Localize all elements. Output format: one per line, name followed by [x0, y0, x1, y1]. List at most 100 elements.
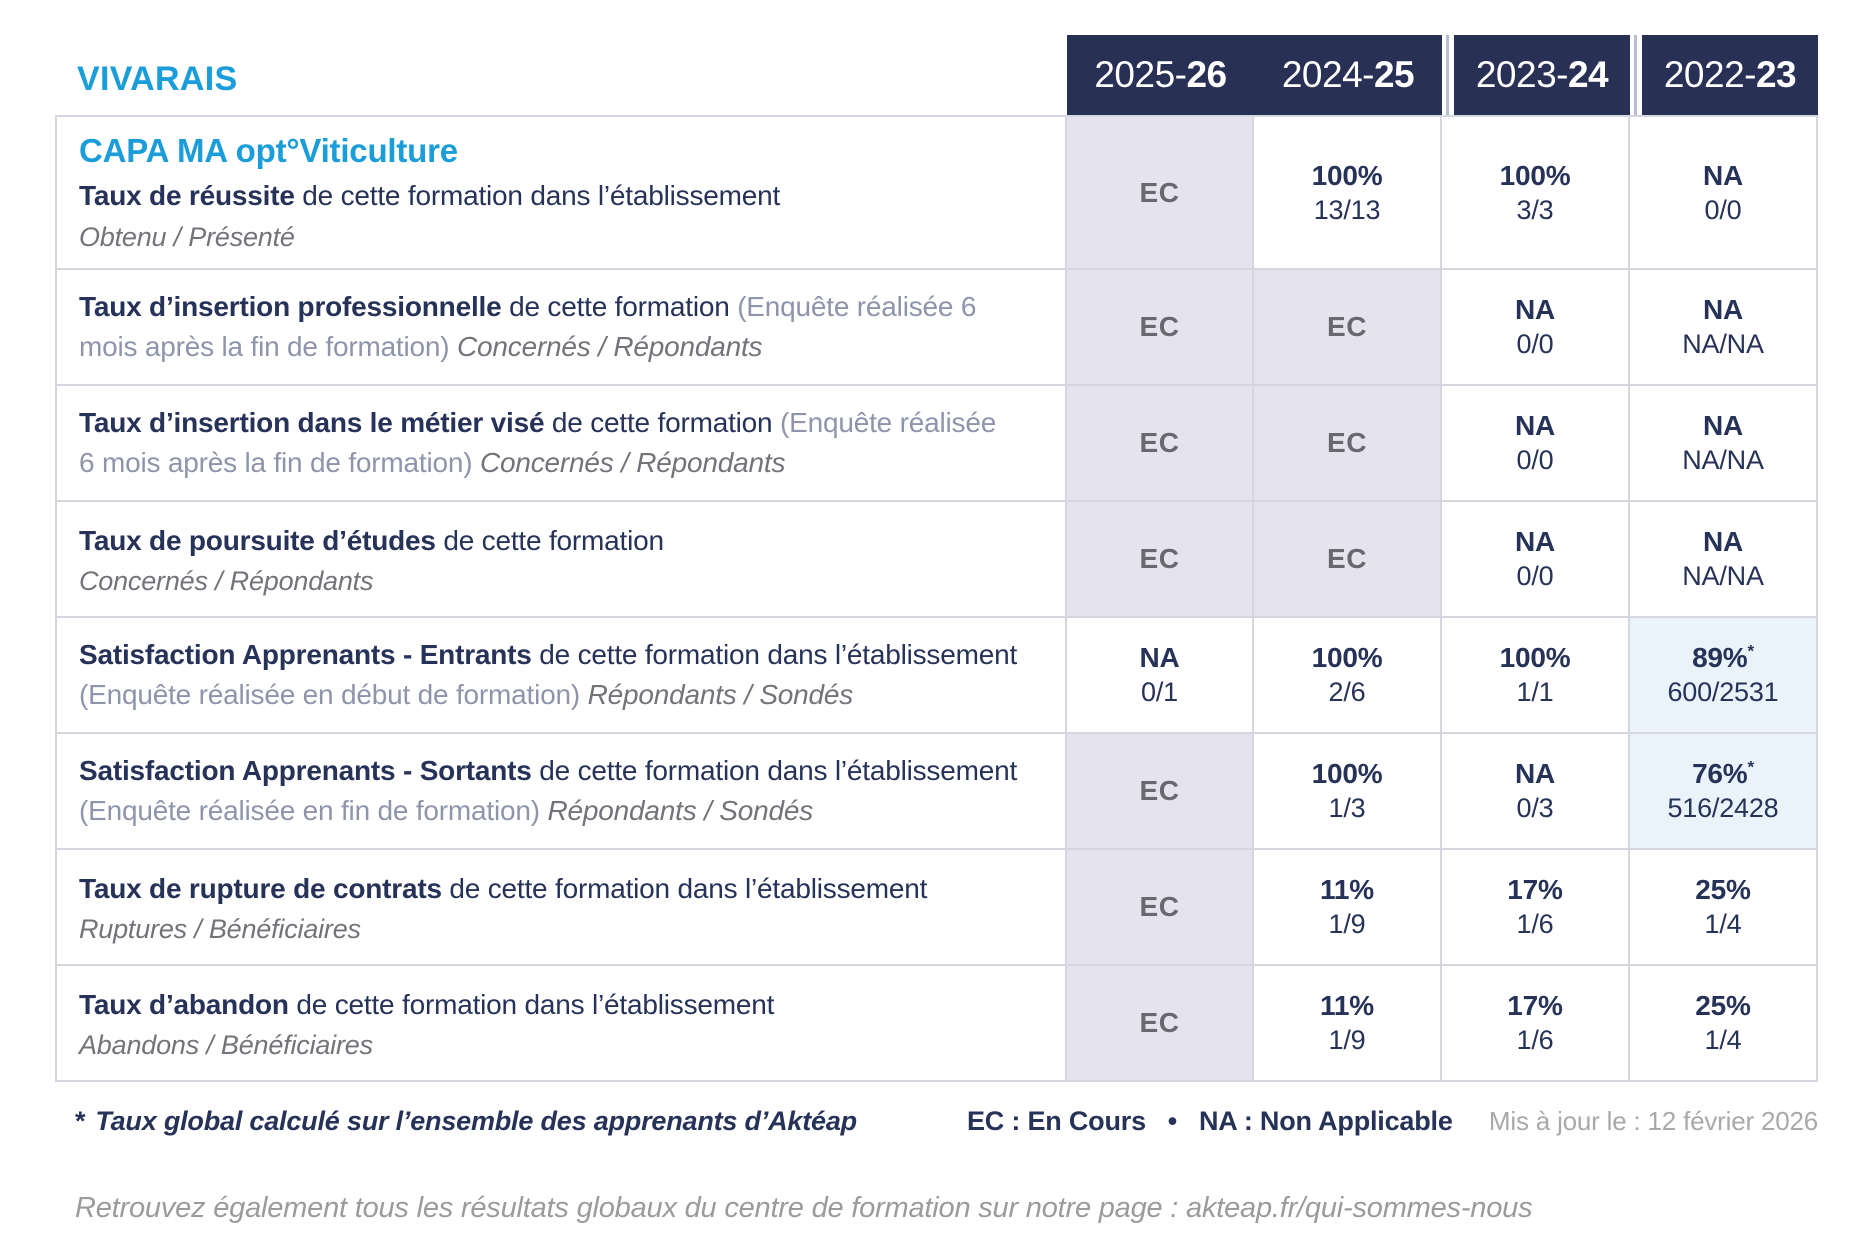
brand-title: VIVARAIS	[77, 60, 238, 98]
cell-fraction: 0/3	[1516, 793, 1554, 823]
cell-fraction: 0/1	[1141, 677, 1178, 707]
metric-text: Taux d’insertion dans le métier visé de …	[79, 403, 1019, 483]
metric-title: Taux de poursuite d’études	[79, 524, 436, 556]
year-header-2025-26: 2025- 26	[1067, 35, 1254, 115]
cell-fraction: 0/0	[1516, 445, 1554, 475]
cell-fraction: 1/3	[1328, 793, 1366, 823]
value-cell: 76%* 516/2428	[1630, 734, 1818, 850]
cell-value: 17%	[1507, 990, 1563, 1021]
cell-value: EC	[1139, 775, 1180, 806]
value-cell: 100% 1/3	[1254, 734, 1442, 850]
metric-subtitle-inline: Répondants / Sondés	[587, 679, 854, 710]
metric-text: Taux de rupture de contrats de cette for…	[79, 869, 1019, 909]
program-title: CAPA MA opt°Viticulture	[79, 132, 458, 170]
cell-value: 100%	[1311, 642, 1383, 673]
value-cell: EC	[1067, 115, 1254, 270]
metric-description: de cette formation dans l’établissement	[441, 872, 928, 904]
cell-fraction: 0/0	[1704, 194, 1742, 225]
year-header-2022-23: 2022- 23	[1630, 35, 1818, 115]
value-cell: NA 0/0	[1442, 386, 1630, 502]
cell-value: 25%	[1695, 990, 1751, 1021]
metric-title: Taux d’insertion professionnelle	[79, 291, 502, 323]
cell-fraction: 1/4	[1704, 909, 1742, 939]
cell-fraction: 0/0	[1516, 329, 1554, 359]
value-cell: EC	[1067, 386, 1254, 502]
metric-subtitle-inline: Concernés / Répondants	[457, 331, 763, 362]
metric-note: (Enquête réalisée 6 mois après la fin de…	[79, 407, 997, 478]
cell-value: EC	[1139, 427, 1180, 458]
value-cell: EC	[1254, 270, 1442, 386]
row-label: Taux d’insertion dans le métier visé de …	[55, 386, 1067, 502]
value-cell: NA 0/0	[1630, 115, 1818, 270]
cell-fraction: 1/9	[1328, 1025, 1366, 1055]
cell-value: NA	[1514, 526, 1556, 557]
metric-text: Taux de réussite de cette formation dans…	[79, 176, 1019, 216]
table-corner: VIVARAIS	[55, 35, 1067, 115]
cell-value: 76%*	[1692, 757, 1755, 789]
cell-fraction: 600/2531	[1667, 677, 1779, 707]
cell-fraction: NA/NA	[1682, 561, 1764, 591]
value-cell: EC	[1067, 734, 1254, 850]
value-cell: 100% 2/6	[1254, 618, 1442, 734]
cell-fraction: 1/6	[1516, 909, 1554, 939]
cell-value: EC	[1139, 891, 1180, 922]
value-cell: 100% 1/1	[1442, 618, 1630, 734]
metric-subtitle: Concernés / Répondants	[79, 566, 374, 597]
metric-description: de cette formation	[501, 291, 738, 323]
row-label: CAPA MA opt°Viticulture Taux de réussite…	[55, 115, 1067, 270]
cell-value: 11%	[1320, 874, 1374, 905]
cell-value: EC	[1139, 176, 1180, 208]
value-cell: NA 0/1	[1067, 618, 1254, 734]
footnote-text: Taux global calculé sur l’ensemble des a…	[95, 1106, 857, 1136]
metric-description: de cette formation dans l’établissement	[531, 755, 1018, 787]
cell-fraction: 3/3	[1516, 194, 1554, 225]
asterisk-marker: *	[1747, 757, 1755, 777]
cell-value: NA	[1702, 410, 1744, 441]
metric-description: de cette formation dans l’établissement	[531, 639, 1018, 671]
cell-fraction: 516/2428	[1667, 793, 1779, 823]
metric-text: Satisfaction Apprenants - Sortants de ce…	[79, 751, 1019, 831]
cell-fraction: 1/6	[1516, 1025, 1554, 1055]
metric-title: Taux de rupture de contrats	[79, 872, 442, 904]
cell-value: NA	[1514, 410, 1556, 441]
cell-value: EC	[1139, 1007, 1180, 1038]
footer-row: * Taux global calculé sur l’ensemble des …	[55, 1106, 1818, 1137]
metric-description: de cette formation	[544, 407, 781, 439]
row-label: Taux de rupture de contrats de cette for…	[55, 850, 1067, 966]
metric-title: Satisfaction Apprenants - Entrants	[79, 639, 532, 671]
cell-fraction: 2/6	[1328, 677, 1366, 707]
value-cell: EC	[1254, 502, 1442, 618]
metric-subtitle-inline: Répondants / Sondés	[547, 795, 813, 826]
cell-value: NA	[1514, 294, 1556, 325]
metric-description: de cette formation	[435, 524, 664, 556]
cell-fraction: 0/0	[1516, 561, 1554, 591]
cell-value: EC	[1327, 427, 1367, 458]
metric-subtitle: Ruptures / Bénéficiaires	[79, 914, 361, 945]
value-cell: NA NA/NA	[1630, 270, 1818, 386]
cell-value: EC	[1327, 311, 1367, 342]
value-cell: 17% 1/6	[1442, 966, 1630, 1082]
value-cell: EC	[1067, 966, 1254, 1082]
value-cell: 100% 13/13	[1254, 115, 1442, 270]
value-cell: 11% 1/9	[1254, 850, 1442, 966]
metric-subtitle-inline: Concernés / Répondants	[479, 447, 786, 478]
value-cell: EC	[1067, 502, 1254, 618]
cell-value: 100%	[1499, 642, 1571, 673]
asterisk: *	[75, 1106, 86, 1136]
metric-title: Taux d’abandon	[79, 988, 289, 1020]
year-header-2024-25: 2024- 25	[1254, 35, 1442, 115]
metric-text: Taux d’abandon de cette formation dans l…	[79, 985, 1019, 1025]
footnote: * Taux global calculé sur l’ensemble des …	[75, 1106, 857, 1137]
legend: EC : En Cours • NA : Non Applicable	[966, 1106, 1453, 1136]
value-cell: NA NA/NA	[1630, 386, 1818, 502]
cell-fraction: 1/4	[1704, 1025, 1742, 1055]
cell-value: NA	[1139, 642, 1180, 673]
value-cell: EC	[1067, 850, 1254, 966]
metric-subtitle: Abandons / Bénéficiaires	[79, 1030, 373, 1061]
row-label: Taux de poursuite d’études de cette form…	[55, 502, 1067, 618]
value-cell: 11% 1/9	[1254, 966, 1442, 1082]
metric-note: (Enquête réalisée en fin de formation)	[79, 795, 548, 826]
metric-text: Taux d’insertion professionnelle de cett…	[79, 287, 1019, 367]
value-cell: NA NA/NA	[1630, 502, 1818, 618]
year-header-2023-24: 2023- 24	[1442, 35, 1630, 115]
